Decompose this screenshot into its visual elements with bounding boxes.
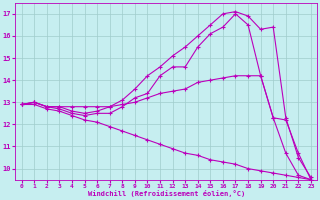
X-axis label: Windchill (Refroidissement éolien,°C): Windchill (Refroidissement éolien,°C) — [88, 190, 245, 197]
